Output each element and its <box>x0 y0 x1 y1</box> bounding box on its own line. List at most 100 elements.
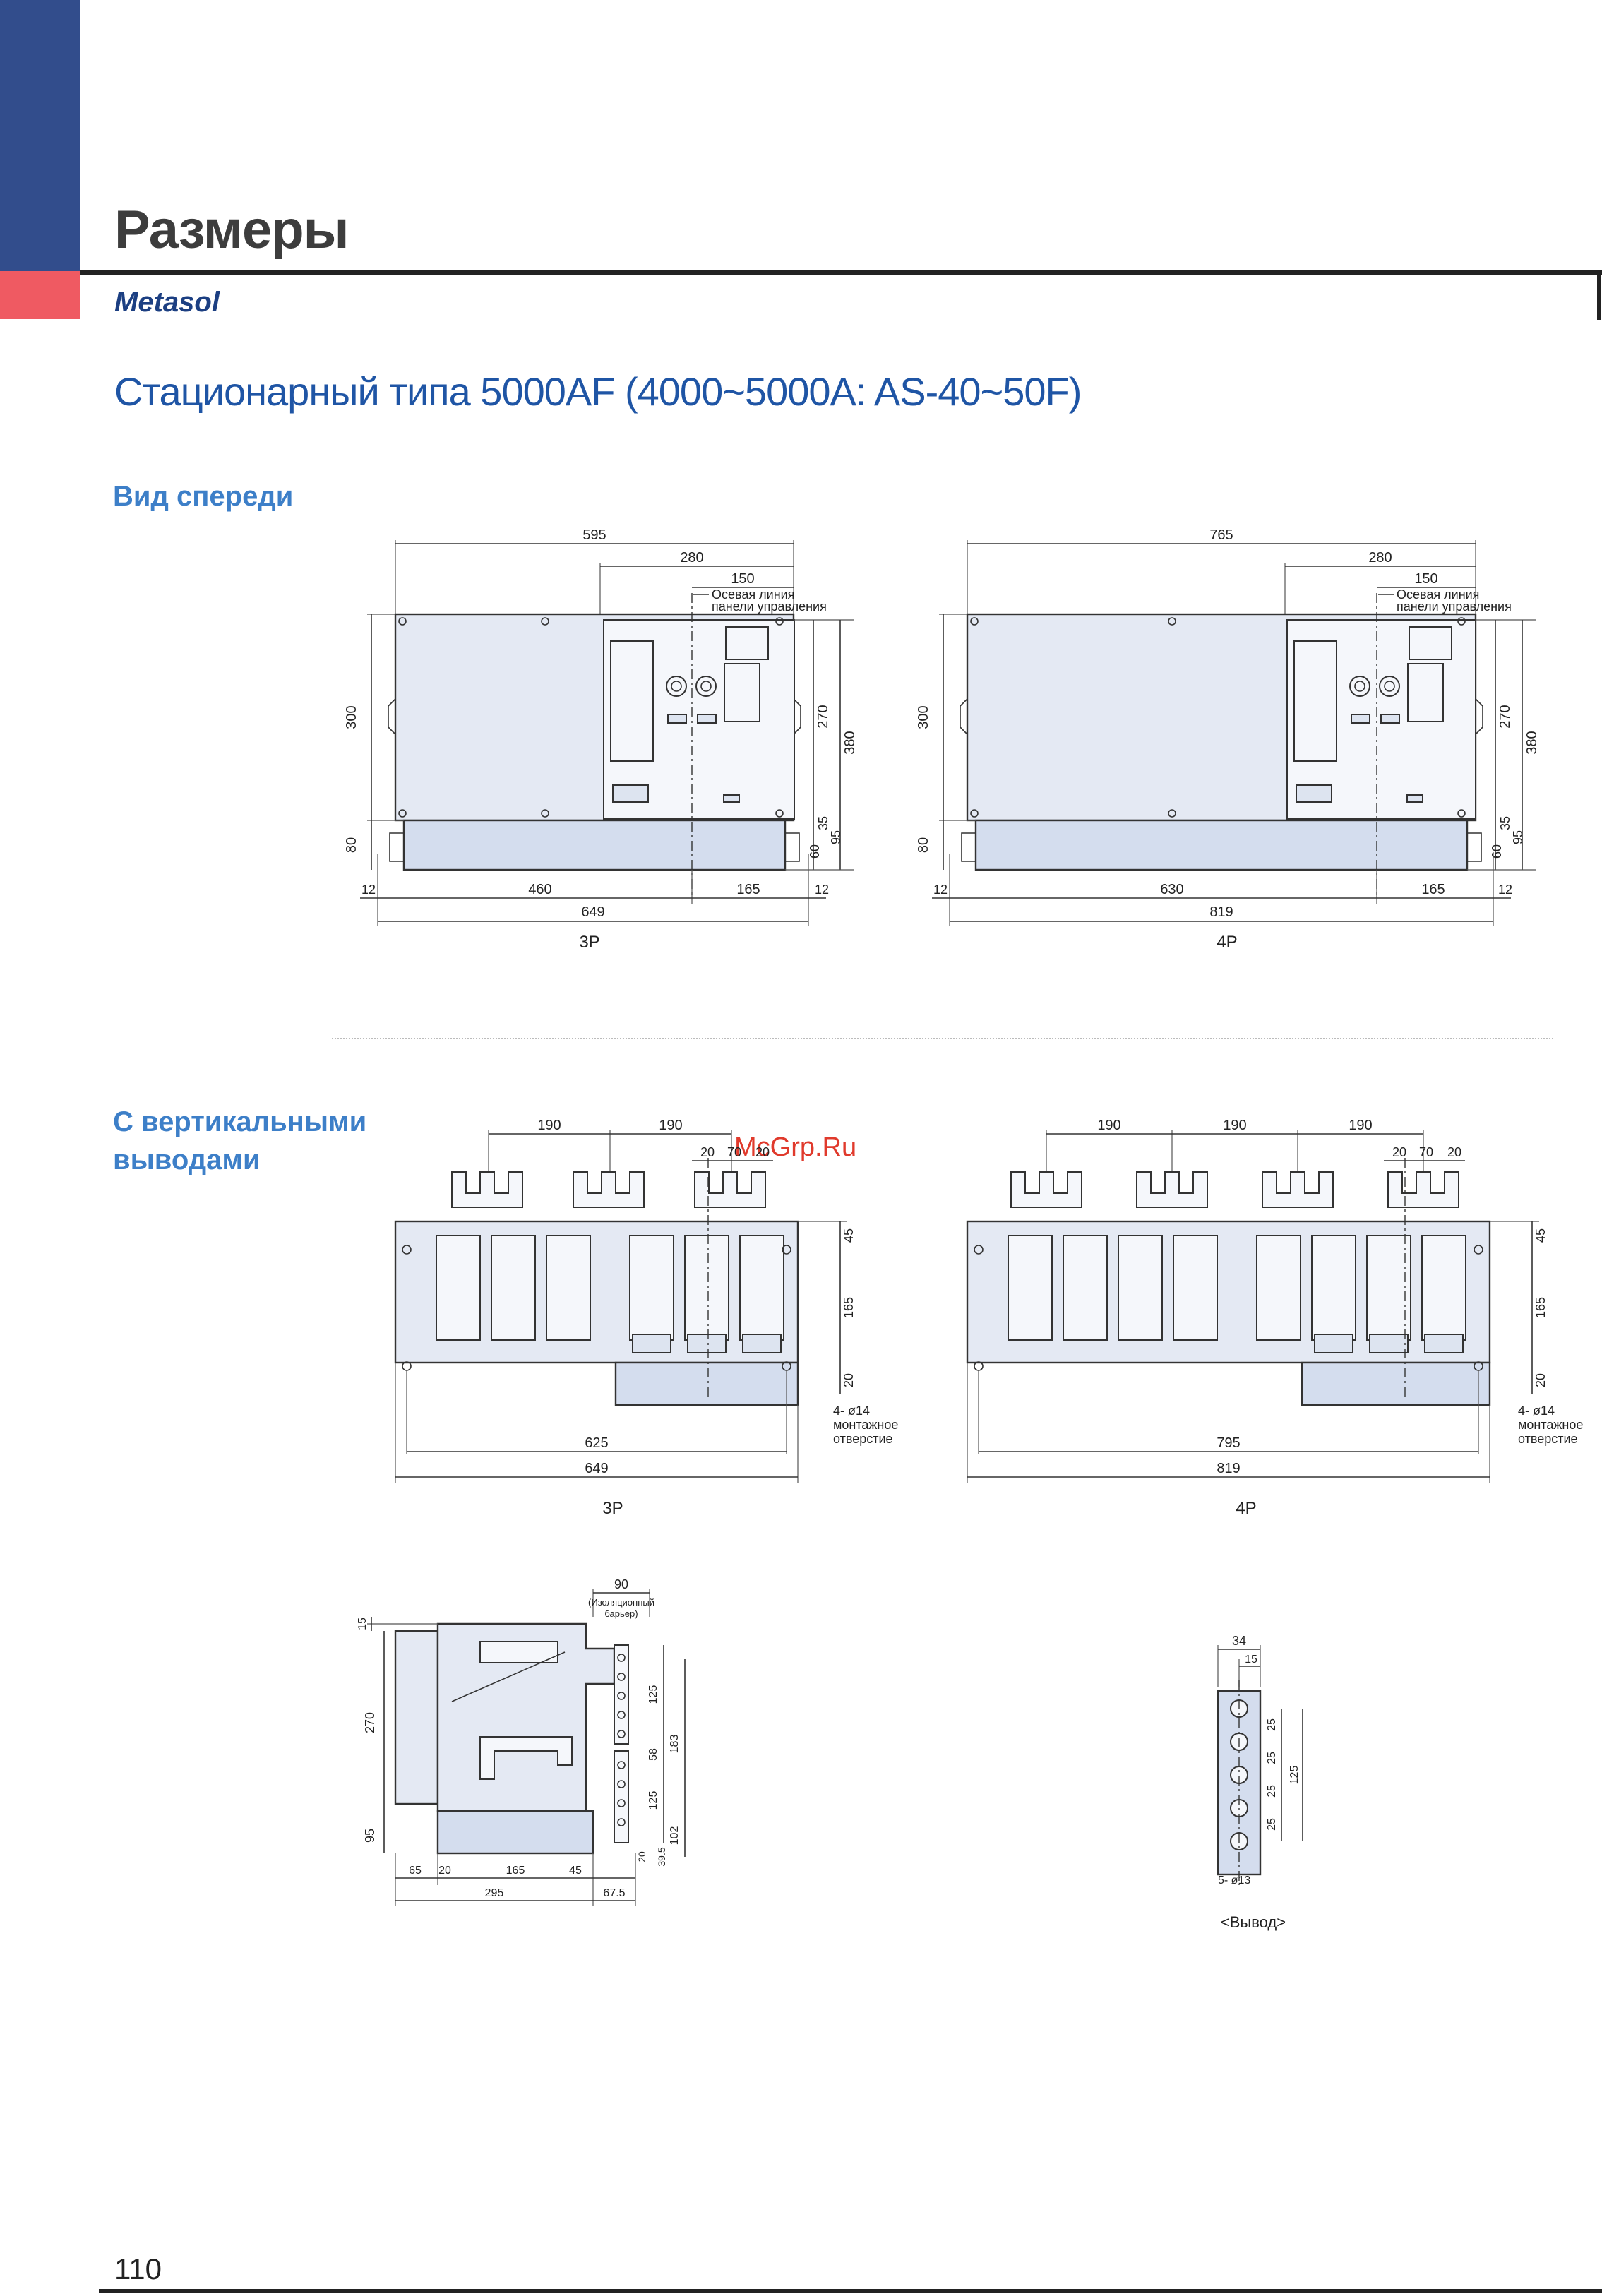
dim-45: 45 <box>1534 1228 1548 1243</box>
dim-795: 795 <box>1217 1435 1240 1451</box>
dim-190-a: 190 <box>537 1118 561 1133</box>
dim-165: 165 <box>842 1297 856 1318</box>
dim-125: 125 <box>1289 1766 1301 1785</box>
dim-60: 60 <box>1490 844 1504 859</box>
dim-20-a: 20 <box>700 1145 715 1159</box>
hole-note-3: отверстие <box>833 1432 893 1446</box>
dim-20-a: 20 <box>1392 1145 1406 1159</box>
dim-295: 295 <box>485 1887 504 1899</box>
dim-20: 20 <box>636 1851 647 1862</box>
front-cover <box>394 1630 439 1805</box>
dim-65: 65 <box>409 1865 422 1877</box>
caption-3p: 3P <box>602 1499 623 1518</box>
centerline-note-1: Осевая линия <box>1397 587 1479 602</box>
dim-20: 20 <box>1534 1373 1548 1387</box>
dim-165: 165 <box>1421 882 1445 897</box>
front-view-3p-drawing: 595 280 150 Осевая линия панели управлен… <box>344 527 858 952</box>
page-number: 110 <box>114 2252 162 2285</box>
holes-note: 5- ø13 <box>1218 1875 1250 1887</box>
caption-4p: 4P <box>1217 933 1237 952</box>
dim-190-b: 190 <box>1223 1118 1246 1133</box>
terminal-caption: <Вывод> <box>1221 1913 1286 1931</box>
dim-95: 95 <box>829 830 843 844</box>
dim-34: 34 <box>1232 1634 1246 1648</box>
dim-35: 35 <box>816 816 830 830</box>
dim-819: 819 <box>1209 904 1233 920</box>
dim-125-a: 125 <box>647 1685 659 1704</box>
centerline-note-1: Осевая линия <box>712 587 794 602</box>
dim-12-right: 12 <box>1498 883 1512 897</box>
dim-190-a: 190 <box>1097 1118 1120 1133</box>
hole-note-3: отверстие <box>1518 1432 1578 1446</box>
dim-649: 649 <box>581 904 604 920</box>
dim-165: 165 <box>506 1865 525 1877</box>
dim-819: 819 <box>1217 1461 1240 1476</box>
dim-102: 102 <box>669 1826 681 1846</box>
dim-20-b: 20 <box>755 1145 770 1159</box>
top-view-4p-drawing: 190 190 190 20 70 20 45 165 20 4- ø14 мо… <box>966 1118 1583 1518</box>
dim-270: 270 <box>363 1712 377 1733</box>
caption-3p: 3P <box>579 933 599 952</box>
dim-765: 765 <box>1209 527 1233 543</box>
dim-150: 150 <box>1414 571 1437 587</box>
header-rule <box>80 270 1602 275</box>
dim-12-left: 12 <box>933 883 948 897</box>
footer-rule <box>99 2289 1602 2293</box>
dim-35: 35 <box>1498 816 1512 830</box>
model-title: Стационарный типа 5000AF (4000~5000A: AS… <box>114 369 1082 414</box>
dim-90: 90 <box>614 1577 628 1591</box>
breaker-base <box>974 819 1469 871</box>
dim-183: 183 <box>669 1735 681 1754</box>
caption-4p: 4P <box>1236 1499 1256 1518</box>
watermark: McGrp.Ru <box>734 1132 857 1162</box>
dim-20-bottom: 20 <box>438 1865 451 1877</box>
dim-280: 280 <box>680 550 703 566</box>
dim-20-b: 20 <box>1447 1145 1461 1159</box>
top-view-3p-drawing: 190 190 20 70 20 45 165 20 4- ø14 монтаж… <box>394 1118 898 1518</box>
dim-25-a: 25 <box>1266 1718 1278 1731</box>
dim-80: 80 <box>344 837 359 853</box>
hole-note-2: монтажное <box>1518 1418 1583 1432</box>
barrier-note-1: (Изоляционный <box>588 1597 654 1608</box>
dim-58: 58 <box>647 1748 659 1761</box>
dim-60: 60 <box>808 844 822 859</box>
dim-380: 380 <box>842 731 858 754</box>
dim-70: 70 <box>1419 1145 1433 1159</box>
section-front-view: Вид спереди <box>113 481 294 512</box>
dim-150: 150 <box>731 571 754 587</box>
side-bar-red <box>0 271 80 319</box>
section-vertical-terminals: С вертикальными выводами <box>113 1106 367 1176</box>
centerline-note-2: панели управления <box>712 599 827 614</box>
dim-25-d: 25 <box>1266 1818 1278 1831</box>
handle-slot <box>610 640 654 762</box>
dim-95: 95 <box>363 1829 377 1843</box>
hole-note-1: 4- ø14 <box>1518 1404 1555 1418</box>
dim-25-b: 25 <box>1266 1752 1278 1764</box>
dim-630: 630 <box>1160 882 1183 897</box>
dim-280: 280 <box>1368 550 1392 566</box>
page-title: Размеры <box>114 200 349 260</box>
front-view-4p-drawing: 765 280 150 Осевая линия панели управлен… <box>916 527 1540 952</box>
header-rule-end <box>1597 270 1601 320</box>
breaker-base <box>402 819 787 871</box>
side-view-drawing: 90 (Изоляционный барьер) 15 270 95 125 5… <box>357 1577 686 1906</box>
dim-300: 300 <box>916 705 931 729</box>
dim-20: 20 <box>842 1373 856 1387</box>
section-divider <box>332 1038 1553 1039</box>
dim-12-right: 12 <box>815 883 829 897</box>
dim-70: 70 <box>727 1145 741 1159</box>
dim-460: 460 <box>528 882 551 897</box>
dim-125-b: 125 <box>647 1791 659 1810</box>
dim-45: 45 <box>569 1865 582 1877</box>
dim-80: 80 <box>916 837 931 853</box>
dim-190-c: 190 <box>1349 1118 1372 1133</box>
brand-label: Metasol <box>114 287 220 318</box>
dim-270: 270 <box>815 705 831 728</box>
dim-39-5: 39.5 <box>656 1847 667 1866</box>
dim-165: 165 <box>736 882 760 897</box>
hole-note-1: 4- ø14 <box>833 1404 870 1418</box>
dim-67-5: 67.5 <box>603 1887 625 1899</box>
dim-380: 380 <box>1524 731 1540 754</box>
dim-95: 95 <box>1511 830 1525 844</box>
terminal-detail-drawing: 34 15 25 25 25 25 125 5- ø13 <Вывод> <box>1217 1634 1303 1931</box>
